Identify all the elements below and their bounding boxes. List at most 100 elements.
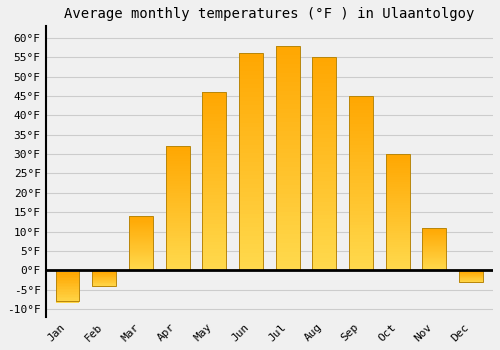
Bar xyxy=(166,154,190,156)
Bar xyxy=(129,250,153,251)
Bar xyxy=(129,269,153,270)
Bar xyxy=(239,248,263,253)
Bar xyxy=(349,155,373,159)
Bar xyxy=(422,265,446,266)
Bar xyxy=(129,237,153,238)
Bar xyxy=(239,110,263,114)
Bar xyxy=(129,218,153,219)
Bar xyxy=(239,54,263,58)
Bar xyxy=(422,243,446,244)
Bar xyxy=(202,153,226,156)
Bar xyxy=(386,240,409,243)
Bar xyxy=(239,231,263,236)
Bar xyxy=(202,192,226,196)
Bar xyxy=(56,272,80,273)
Bar xyxy=(92,283,116,284)
Bar xyxy=(239,266,263,270)
Bar xyxy=(386,226,409,229)
Bar xyxy=(312,206,336,211)
Bar xyxy=(239,262,263,266)
Bar xyxy=(276,140,299,145)
Bar xyxy=(276,167,299,172)
Bar xyxy=(422,257,446,258)
Bar xyxy=(276,99,299,104)
Bar xyxy=(386,168,409,170)
Bar xyxy=(92,281,116,282)
Bar xyxy=(276,239,299,243)
Bar xyxy=(166,211,190,213)
Bar xyxy=(386,203,409,205)
Bar xyxy=(386,233,409,236)
Bar xyxy=(276,59,299,64)
Bar xyxy=(349,211,373,215)
Bar xyxy=(276,189,299,194)
Bar xyxy=(386,191,409,194)
Bar xyxy=(386,266,409,268)
Bar xyxy=(459,271,483,272)
Bar xyxy=(239,118,263,123)
Bar xyxy=(422,231,446,232)
Bar xyxy=(422,229,446,230)
Bar xyxy=(56,292,80,294)
Bar xyxy=(239,54,263,270)
Bar xyxy=(349,124,373,127)
Bar xyxy=(276,77,299,82)
Bar xyxy=(349,250,373,253)
Bar xyxy=(202,185,226,188)
Bar xyxy=(202,196,226,199)
Bar xyxy=(166,191,190,194)
Bar xyxy=(386,189,409,191)
Bar xyxy=(129,238,153,239)
Bar xyxy=(202,256,226,260)
Bar xyxy=(129,222,153,223)
Bar xyxy=(386,180,409,182)
Bar xyxy=(422,251,446,252)
Bar xyxy=(276,118,299,122)
Bar xyxy=(166,198,190,201)
Bar xyxy=(349,204,373,208)
Bar xyxy=(129,240,153,241)
Bar xyxy=(56,280,80,281)
Bar xyxy=(166,218,190,221)
Bar xyxy=(202,139,226,142)
Bar xyxy=(276,266,299,270)
Bar xyxy=(312,104,336,108)
Bar xyxy=(459,272,483,273)
Bar xyxy=(422,254,446,255)
Bar xyxy=(202,149,226,153)
Bar xyxy=(239,197,263,201)
Bar xyxy=(276,149,299,154)
Bar xyxy=(422,233,446,234)
Bar xyxy=(312,245,336,249)
Bar xyxy=(422,260,446,261)
Bar xyxy=(386,159,409,161)
Bar xyxy=(386,219,409,222)
Bar xyxy=(166,166,190,169)
Bar xyxy=(422,232,446,233)
Bar xyxy=(386,238,409,240)
Bar xyxy=(386,245,409,247)
Bar xyxy=(166,171,190,174)
Bar xyxy=(386,222,409,224)
Bar xyxy=(166,146,190,149)
Bar xyxy=(312,66,336,70)
Bar xyxy=(422,228,446,229)
Bar xyxy=(129,262,153,263)
Bar xyxy=(459,273,483,274)
Bar xyxy=(312,117,336,121)
Bar xyxy=(422,238,446,239)
Bar xyxy=(386,175,409,177)
Bar xyxy=(202,199,226,203)
Bar xyxy=(239,149,263,153)
Bar xyxy=(92,273,116,274)
Bar xyxy=(166,196,190,198)
Bar xyxy=(312,121,336,125)
Bar xyxy=(349,96,373,270)
Bar xyxy=(386,224,409,226)
Bar xyxy=(349,169,373,173)
Bar xyxy=(422,258,446,259)
Bar xyxy=(312,62,336,66)
Bar xyxy=(239,132,263,136)
Bar xyxy=(312,232,336,236)
Bar xyxy=(312,228,336,232)
